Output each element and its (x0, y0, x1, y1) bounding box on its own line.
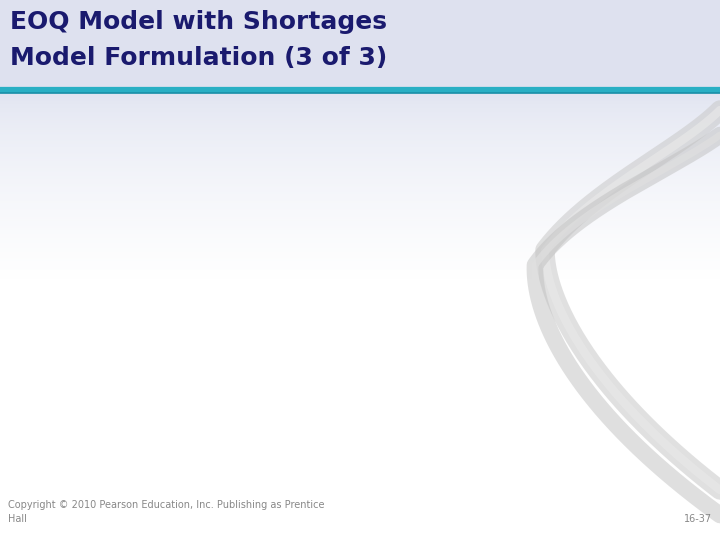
Text: Model Formulation (3 of 3): Model Formulation (3 of 3) (10, 46, 387, 70)
Text: EOQ Model with Shortages: EOQ Model with Shortages (10, 10, 387, 34)
Text: Copyright © 2010 Pearson Education, Inc. Publishing as Prentice: Copyright © 2010 Pearson Education, Inc.… (8, 500, 325, 510)
Text: Hall: Hall (8, 514, 27, 524)
Text: 16-37: 16-37 (684, 514, 712, 524)
